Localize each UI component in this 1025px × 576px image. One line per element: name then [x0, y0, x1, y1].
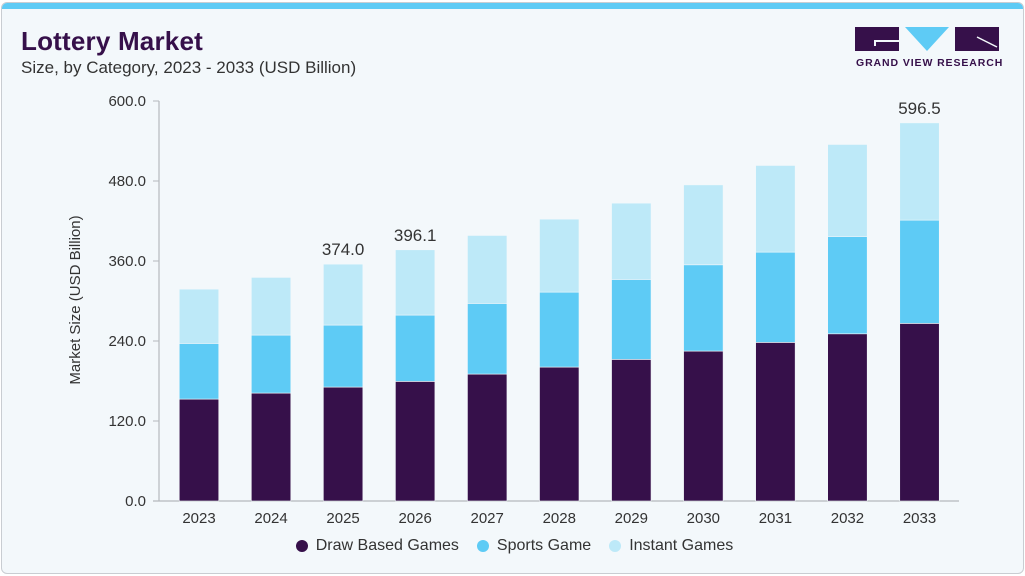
logo-text: GRAND VIEW RESEARCH	[856, 57, 1004, 69]
bar-segment	[395, 314, 436, 382]
bar-segment	[323, 386, 364, 502]
x-tick-label: 2033	[903, 510, 936, 527]
data-label: 396.1	[394, 226, 437, 245]
bar-segment	[251, 277, 292, 336]
x-tick-label: 2029	[615, 510, 648, 527]
chart-title: Lottery Market	[21, 26, 203, 56]
y-tick-label: 480.0	[108, 173, 146, 190]
bar-segment	[395, 381, 436, 502]
bar-segment	[467, 235, 508, 304]
bar-segment	[755, 165, 796, 253]
legend: Draw Based Games Sports Game Instant Gam…	[0, 537, 1025, 555]
bar-segment	[539, 291, 580, 368]
y-axis-title: Market Size (USD Billion)	[67, 215, 84, 384]
bar-segment	[899, 219, 940, 324]
y-tick-label: 120.0	[108, 413, 146, 430]
x-tick-label: 2026	[398, 510, 431, 527]
accent-stripe	[2, 3, 1023, 9]
chart-subtitle: Size, by Category, 2023 - 2033 (USD Bill…	[21, 58, 357, 77]
bar-segment	[251, 392, 292, 502]
legend-item-sports: Sports Game	[476, 537, 592, 555]
bar-segment	[467, 303, 508, 375]
bar-segment	[683, 264, 724, 352]
legend-label: Draw Based Games	[315, 537, 459, 554]
legend-label: Sports Game	[496, 537, 592, 554]
x-tick-label: 2027	[471, 510, 504, 527]
bar-segment	[827, 333, 868, 502]
bar-segment	[611, 359, 652, 502]
bar-segment	[467, 373, 508, 502]
bar-segment	[827, 144, 868, 237]
bar-segment	[611, 279, 652, 360]
bar-segment	[611, 202, 652, 280]
legend-marker-icon	[609, 540, 622, 552]
bar-segment	[251, 334, 292, 394]
bar-segment	[683, 350, 724, 502]
gvr-logo-icon	[855, 27, 999, 51]
x-tick-label: 2031	[759, 510, 792, 527]
x-tick-label: 2023	[182, 510, 215, 527]
y-tick-label: 600.0	[108, 93, 146, 110]
x-tick-label: 2024	[254, 510, 287, 527]
legend-marker-icon	[295, 540, 308, 552]
y-tick-label: 0.0	[125, 493, 146, 510]
bar-segment	[755, 251, 796, 343]
legend-item-instant: Instant Games	[609, 537, 733, 555]
legend-label: Instant Games	[629, 537, 734, 554]
bar-segment	[178, 343, 220, 400]
legend-marker-icon	[476, 540, 489, 552]
x-tick-label: 2032	[831, 510, 864, 527]
data-label: 596.5	[898, 99, 941, 118]
bar-segment	[178, 288, 220, 344]
bar-segment	[899, 122, 940, 221]
bar-segment	[178, 398, 220, 502]
bar-segment	[323, 324, 364, 388]
legend-item-draw: Draw Based Games	[295, 537, 459, 555]
y-tick-label: 240.0	[108, 333, 146, 350]
bar-segment	[395, 249, 436, 316]
bar-segment	[539, 366, 580, 502]
bar-segment	[683, 184, 724, 266]
bar-segment	[539, 218, 580, 293]
bar-segment	[323, 263, 364, 326]
bar-segment	[899, 323, 940, 502]
y-tick-label: 360.0	[108, 253, 146, 270]
x-tick-label: 2030	[687, 510, 720, 527]
bar-segment	[755, 342, 796, 502]
x-tick-label: 2028	[543, 510, 576, 527]
data-label: 374.0	[322, 240, 365, 259]
bar-segment	[827, 236, 868, 335]
x-tick-label: 2025	[326, 510, 359, 527]
